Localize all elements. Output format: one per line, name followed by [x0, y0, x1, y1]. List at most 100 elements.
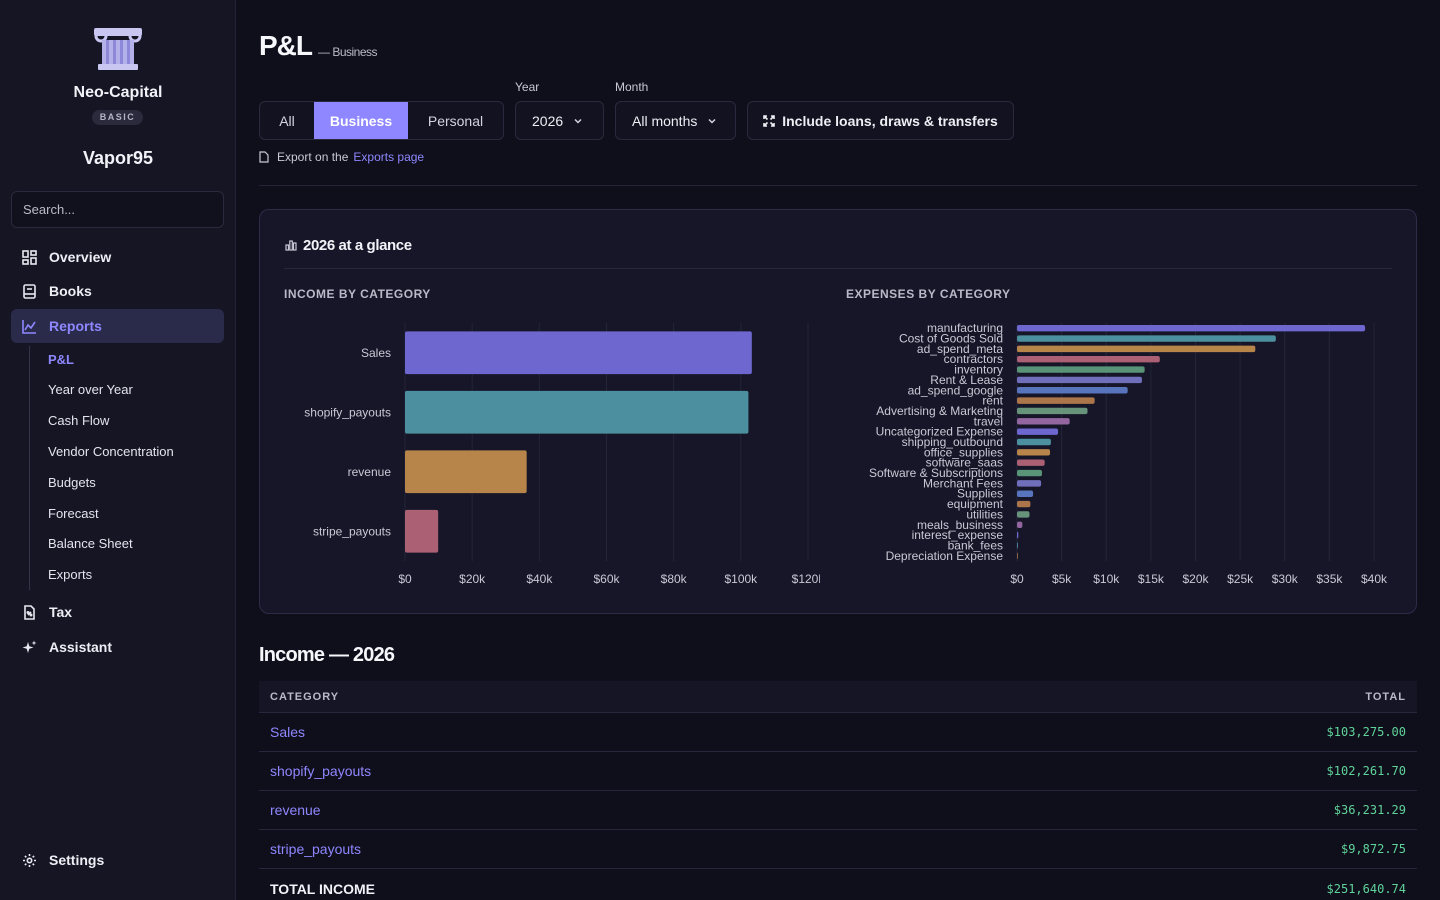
bar — [1017, 366, 1145, 373]
nav-label: Books — [49, 283, 92, 299]
tab-business[interactable]: Business — [314, 102, 408, 139]
nav-reports[interactable]: Reports — [11, 309, 224, 343]
x-tick-label: $0 — [1010, 572, 1024, 586]
category-label: software_saas — [926, 456, 1003, 470]
grid-icon — [22, 249, 37, 265]
scope-tabs: All Business Personal — [259, 101, 504, 140]
col-category: CATEGORY — [270, 690, 340, 703]
nav-label: Assistant — [49, 639, 113, 655]
income-chart: $0 $20k $40k $60k $80k $100k $120k Sales shopify… — [304, 323, 820, 586]
logo-icon — [94, 28, 142, 70]
table-header: CATEGORY TOTAL — [259, 681, 1417, 713]
header-divider — [259, 185, 1417, 186]
nav-overview[interactable]: Overview — [11, 240, 224, 274]
x-tick-label: $80k — [661, 572, 688, 586]
page-title: P&L — [259, 30, 313, 61]
nav-tax[interactable]: Tax — [11, 595, 224, 629]
exports-page-link[interactable]: Exports page — [353, 150, 425, 164]
subnav-exports[interactable]: Exports — [48, 567, 93, 582]
subnav-forecast[interactable]: Forecast — [48, 506, 99, 521]
bar — [1017, 480, 1042, 487]
nav-label: Tax — [49, 604, 73, 620]
x-tick-label: $20k — [459, 572, 486, 586]
category-label: meals_business — [917, 518, 1003, 532]
subnav-balance-sheet[interactable]: Balance Sheet — [48, 536, 133, 551]
bar — [1017, 407, 1088, 415]
x-tick-label: $0 — [398, 572, 412, 586]
nav-assistant[interactable]: Assistant — [11, 630, 224, 664]
month-label: Month — [615, 80, 649, 94]
bar — [1017, 397, 1095, 404]
bar-chart-icon — [285, 240, 297, 251]
bar — [1017, 428, 1059, 435]
brand-name: Neo-Capital — [73, 84, 163, 101]
toggle-label: Include loans, draws & transfers — [782, 112, 998, 129]
sparkle-icon — [22, 640, 37, 655]
tab-personal[interactable]: Personal — [427, 112, 484, 129]
bar — [1017, 490, 1034, 497]
subnav-year-over-year[interactable]: Year over Year — [48, 382, 133, 397]
x-tick-label: $15k — [1138, 572, 1165, 586]
glance-card: 2026 at a glance INCOME BY CATEGORY EXPE… — [259, 209, 1417, 614]
category-label: shopify_payouts — [304, 405, 391, 419]
bar — [1017, 459, 1045, 466]
expenses-chart: $0 $5k $10k $15k $20k $25k $30k $35k $40k manufac… — [869, 321, 1388, 586]
nav-settings[interactable]: Settings — [11, 843, 224, 877]
category-label: ad_spend_google — [908, 383, 1004, 397]
expand-icon — [763, 114, 776, 127]
reports-subnav: P&L Year over Year Cash Flow Vendor Conc… — [29, 346, 219, 590]
year-select[interactable]: 2026 — [515, 101, 604, 140]
bar — [405, 509, 439, 553]
month-select[interactable]: All months — [615, 101, 736, 140]
card-divider — [284, 268, 1392, 269]
file-icon — [259, 151, 269, 163]
bar — [1017, 438, 1051, 446]
row-category-link[interactable]: Sales — [270, 724, 306, 740]
nav-label: Overview — [49, 249, 112, 265]
total-value: $251,640.74 — [1326, 881, 1406, 896]
category-label: equipment — [947, 497, 1004, 511]
bar — [1017, 521, 1023, 528]
x-tick-label: $10k — [1093, 572, 1120, 586]
nav-books[interactable]: Books — [11, 274, 224, 308]
gear-icon — [22, 853, 37, 868]
bar — [1017, 542, 1018, 549]
x-tick-label: $30k — [1272, 572, 1299, 586]
bar — [1017, 335, 1276, 342]
category-label: utilities — [966, 507, 1003, 521]
tab-all[interactable]: All — [279, 112, 295, 129]
search-input[interactable] — [11, 191, 224, 228]
x-tick-label: $20k — [1182, 572, 1209, 586]
subnav-cash-flow[interactable]: Cash Flow — [48, 413, 110, 428]
category-label: manufacturing — [927, 321, 1003, 335]
x-tick-label: $40k — [1361, 572, 1388, 586]
row-category-link[interactable]: revenue — [270, 802, 321, 818]
category-label: Sales — [361, 346, 391, 360]
income-chart-heading: INCOME BY CATEGORY — [284, 287, 431, 301]
bar — [405, 331, 752, 375]
glance-title: 2026 at a glance — [303, 237, 412, 254]
month-value: All months — [632, 112, 698, 129]
category-label: Advertising & Marketing — [876, 404, 1003, 418]
bar — [1017, 449, 1051, 456]
category-label: inventory — [954, 363, 1003, 377]
category-label: Supplies — [957, 487, 1003, 501]
subnav-budgets[interactable]: Budgets — [48, 475, 96, 490]
bar — [1017, 324, 1366, 332]
subnav-pnl[interactable]: P&L — [48, 352, 74, 367]
category-label: Rent & Lease — [930, 373, 1003, 387]
tax-file-icon — [22, 604, 37, 620]
bar — [1017, 552, 1018, 560]
row-category-link[interactable]: stripe_payouts — [270, 841, 362, 857]
bar — [1017, 469, 1042, 477]
x-tick-label: $5k — [1052, 572, 1072, 586]
col-total: TOTAL — [1365, 690, 1406, 703]
export-prefix: Export on the — [277, 150, 349, 164]
include-transfers-toggle[interactable]: Include loans, draws & transfers — [747, 101, 1014, 140]
main-content: P&L — Business All Business Personal Yea… — [259, 0, 1417, 900]
row-category-link[interactable]: shopify_payouts — [270, 763, 372, 779]
category-label: interest_expense — [912, 528, 1004, 542]
x-tick-label: $40k — [526, 572, 553, 586]
bar — [1017, 387, 1128, 394]
subnav-vendor-concentration[interactable]: Vendor Concentration — [48, 444, 174, 459]
